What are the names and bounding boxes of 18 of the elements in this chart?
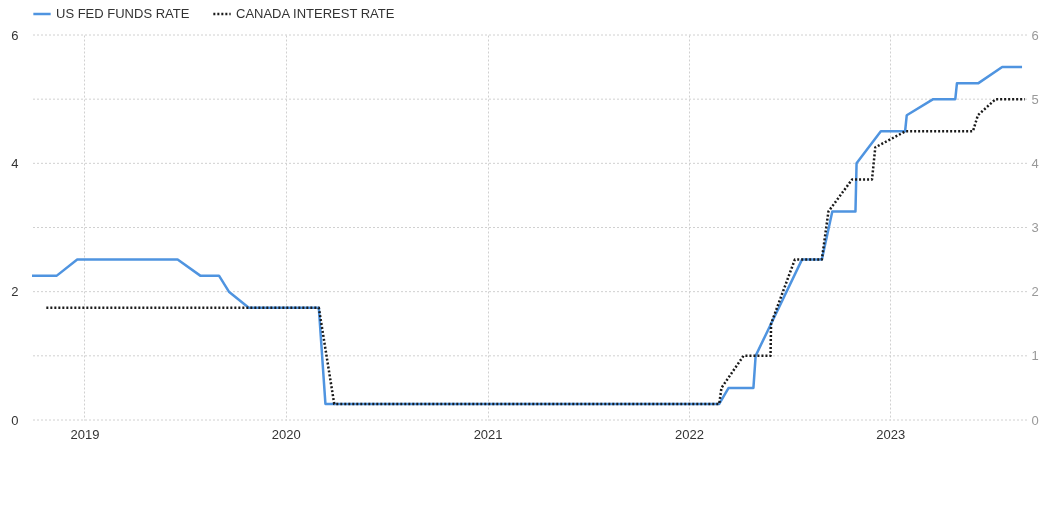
y2-tick-label: 2 [1031,284,1039,300]
x-tick-label: 2023 [876,426,906,442]
legend-label: CANADA INTEREST RATE [236,6,395,21]
y2-tick-label: 4 [1031,155,1039,171]
y2-tick-label: 5 [1031,91,1039,107]
y-tick-label: 4 [11,155,19,171]
y-tick-label: 0 [11,412,19,428]
x-tick-label: 2019 [70,426,100,442]
y2-tick-label: 3 [1031,220,1039,235]
y-tick-label: 6 [11,27,19,43]
legend-label: US FED FUNDS RATE [56,6,190,21]
y-tick-label: 2 [11,284,19,300]
x-tick-label: 2020 [271,426,301,442]
y2-tick-label: 6 [1031,27,1039,43]
x-tick-label: 2021 [473,426,503,442]
y2-tick-label: 1 [1031,348,1039,364]
y2-tick-label: 0 [1031,412,1039,428]
x-tick-label: 2022 [674,426,704,442]
